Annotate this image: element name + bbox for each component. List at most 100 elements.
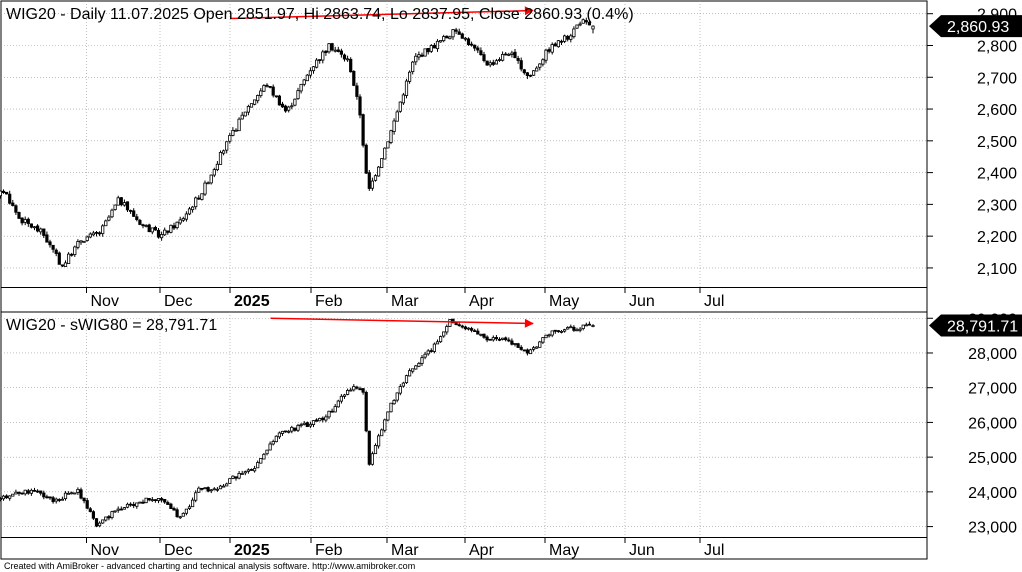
candle-body [342, 54, 347, 60]
candle-body [553, 329, 557, 332]
candle-body [234, 129, 238, 132]
candle-body [438, 40, 443, 43]
candle-body [104, 220, 108, 227]
candle-body [82, 240, 86, 243]
candle-body [243, 111, 247, 117]
candle-body [107, 216, 111, 221]
candle-body [237, 118, 241, 132]
candle-body [138, 501, 142, 504]
candle-body [29, 489, 34, 494]
candle-body [150, 227, 154, 233]
candle-body [60, 498, 65, 501]
candle-body [547, 334, 551, 337]
y-tick-label: 26,000 [968, 415, 1017, 432]
candle-body [11, 202, 15, 206]
candle-body [463, 37, 468, 40]
candle-body [274, 95, 278, 98]
candle-body [63, 262, 68, 267]
candle-body [221, 150, 226, 154]
candle-body [414, 55, 418, 63]
candle-body [370, 180, 375, 189]
candle-body [98, 232, 102, 235]
candle-body [569, 35, 573, 40]
candle-body [392, 400, 396, 405]
candle-body [395, 392, 399, 401]
candle-body [29, 223, 34, 228]
month-label: Jul [704, 542, 724, 559]
candle-body [17, 212, 21, 219]
candle-body [417, 363, 421, 367]
candle-body [11, 493, 15, 497]
candle-body [327, 410, 331, 418]
candle-body [107, 516, 111, 519]
candle-body [389, 130, 393, 143]
price-trendline [229, 6, 534, 20]
candle-body [473, 330, 477, 332]
candle-body [240, 114, 244, 120]
candle-body [91, 511, 95, 519]
candle-body [265, 84, 269, 87]
candle-body [153, 226, 157, 231]
candle-body [119, 197, 123, 206]
candle-body [184, 508, 188, 514]
candle-body [482, 54, 486, 61]
candle-body [432, 343, 437, 352]
candle-body [135, 502, 139, 507]
candle-body [302, 79, 306, 85]
candle-body [535, 346, 539, 349]
candle-body [367, 172, 371, 189]
candle-body [321, 51, 325, 61]
y-tick-label: 27,000 [968, 381, 1017, 398]
y-tick-label: 2,600 [977, 102, 1017, 119]
candle-body [116, 508, 120, 511]
candle-body [45, 234, 49, 243]
candle-body [538, 63, 542, 68]
candle-body [1, 190, 6, 194]
candle-body [572, 28, 576, 38]
candle-body [8, 193, 12, 204]
candle-body [386, 141, 390, 149]
candle-body [522, 349, 526, 352]
candle-body [259, 457, 263, 464]
candle-body [163, 499, 167, 503]
candle-body [473, 44, 477, 49]
candle-body [259, 90, 263, 97]
candle-body [163, 229, 167, 236]
candle-body [274, 435, 278, 443]
candle-body [243, 471, 247, 474]
candle-body [587, 21, 592, 26]
candle-body [135, 216, 139, 220]
candle-body [54, 249, 58, 254]
candle-body [311, 420, 316, 425]
candle-body [256, 462, 260, 469]
candle-body [268, 443, 272, 451]
candle-body [252, 468, 257, 472]
candle-body [389, 402, 393, 413]
candle-body [435, 40, 440, 50]
y-tick-label: 25,000 [968, 450, 1017, 467]
candle-body [305, 74, 309, 82]
candle-body [569, 326, 573, 329]
candle-body [423, 353, 427, 358]
candle-body [169, 503, 173, 509]
candle-body [132, 504, 136, 507]
candle-body [535, 67, 539, 72]
candle-body [5, 191, 9, 195]
candle-body [411, 368, 415, 372]
candle-body [299, 424, 303, 427]
candle-body [221, 485, 226, 488]
candle-body [349, 389, 353, 392]
candle-body [287, 106, 291, 111]
candle-body [469, 328, 474, 331]
candle-body [538, 341, 542, 348]
candle-body [128, 503, 133, 506]
candle-body [488, 62, 492, 66]
month-label: Dec [164, 293, 192, 310]
candle-body [51, 497, 55, 503]
price-candles [0, 17, 595, 268]
price-pane: Nov Dec 2025 Feb Mar Apr May Jun Jul WIG20 - Dai… [0, 0, 1022, 313]
candle-body [190, 206, 195, 211]
candle-body [566, 327, 570, 330]
candle-body [426, 48, 430, 53]
month-label: Apr [469, 293, 495, 310]
